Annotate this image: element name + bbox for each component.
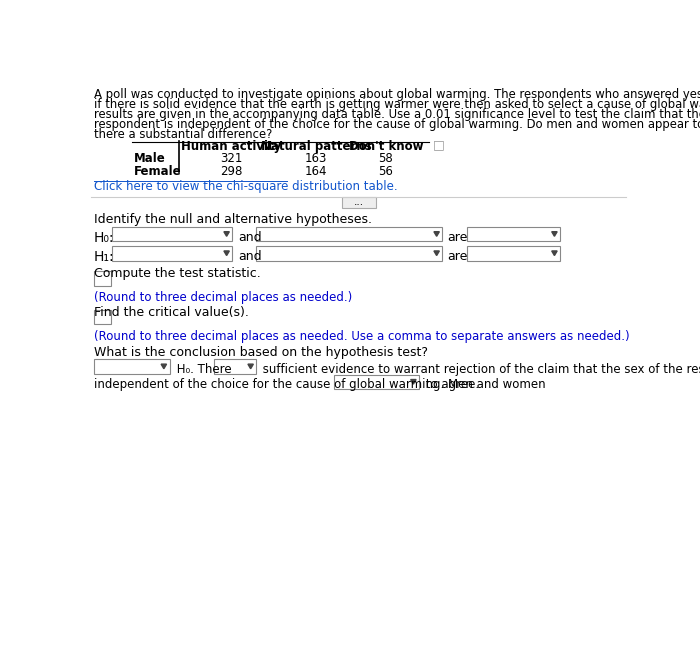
FancyBboxPatch shape [94,359,169,374]
FancyBboxPatch shape [112,246,232,261]
FancyBboxPatch shape [468,227,560,241]
Text: respondent is independent of the choice for the cause of global warming. Do men : respondent is independent of the choice … [94,118,700,131]
Text: if there is solid evidence that the earth is getting warmer were then asked to s: if there is solid evidence that the eart… [94,98,700,111]
Text: Don't know: Don't know [349,141,423,154]
FancyBboxPatch shape [94,310,111,325]
Text: What is the conclusion based on the hypothesis test?: What is the conclusion based on the hypo… [94,346,428,359]
Polygon shape [248,364,253,369]
Polygon shape [434,251,440,256]
Text: H₀. There: H₀. There [173,363,232,376]
Text: Male: Male [134,152,166,165]
Text: Human activity: Human activity [181,141,281,154]
Text: □: □ [433,138,444,151]
Polygon shape [552,251,557,256]
Polygon shape [161,364,167,369]
Text: H₁:: H₁: [94,250,114,263]
Text: Female: Female [134,165,181,178]
Text: and: and [238,231,262,244]
Polygon shape [434,232,440,237]
Text: Find the critical value(s).: Find the critical value(s). [94,306,248,319]
Text: (Round to three decimal places as needed. Use a comma to separate answers as nee: (Round to three decimal places as needed… [94,330,629,343]
FancyBboxPatch shape [256,227,442,241]
Text: 58: 58 [379,152,393,165]
Text: 298: 298 [220,165,242,178]
Polygon shape [552,232,557,237]
Text: to agree.: to agree. [422,378,480,392]
Text: and: and [238,250,262,263]
Text: results are given in the accompanying data table. Use a 0.01 significance level : results are given in the accompanying da… [94,108,700,121]
Text: 56: 56 [379,165,393,178]
FancyBboxPatch shape [94,271,111,286]
FancyBboxPatch shape [256,246,442,261]
Text: independent of the choice for the cause of global warming. Men and women: independent of the choice for the cause … [94,378,545,392]
Text: 163: 163 [305,152,328,165]
Text: are: are [447,250,468,263]
Text: H₀:: H₀: [94,231,114,244]
Text: 164: 164 [305,165,328,178]
Text: sufficient evidence to warrant rejection of the claim that the sex of the respon: sufficient evidence to warrant rejection… [259,363,700,376]
FancyBboxPatch shape [334,374,419,389]
Text: are: are [447,231,468,244]
Polygon shape [224,251,230,256]
Text: there a substantial difference?: there a substantial difference? [94,128,272,141]
Text: A poll was conducted to investigate opinions about global warming. The responden: A poll was conducted to investigate opin… [94,88,700,101]
Text: Compute the test statistic.: Compute the test statistic. [94,267,260,281]
Text: Identify the null and alternative hypotheses.: Identify the null and alternative hypoth… [94,213,372,226]
Text: (Round to three decimal places as needed.): (Round to three decimal places as needed… [94,290,352,304]
Text: Natural patterns: Natural patterns [260,141,372,154]
Text: 321: 321 [220,152,242,165]
Text: ...: ... [354,197,364,207]
Polygon shape [411,380,416,384]
Polygon shape [224,232,230,237]
FancyBboxPatch shape [342,196,376,208]
FancyBboxPatch shape [214,359,256,374]
FancyBboxPatch shape [112,227,232,241]
Text: Click here to view the chi-square distribution table.: Click here to view the chi-square distri… [94,181,398,193]
FancyBboxPatch shape [468,246,560,261]
